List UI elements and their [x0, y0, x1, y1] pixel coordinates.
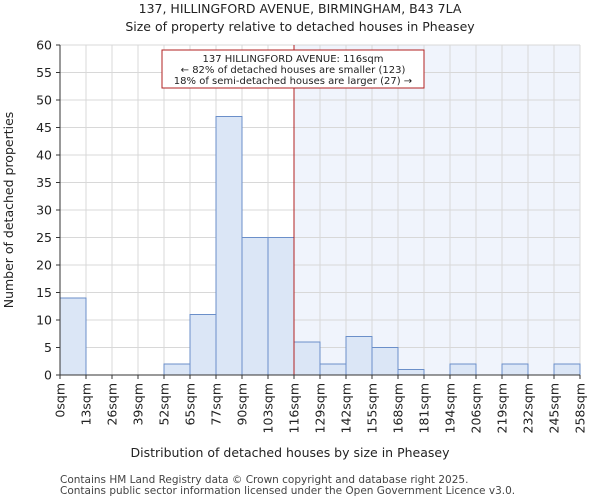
bar-103sqm: [267, 237, 295, 376]
annotation-line1: 137 HILLINGFORD AVENUE: 116sqm: [203, 54, 384, 65]
bar-219sqm: [501, 363, 529, 376]
y-tick-label: 35: [36, 175, 52, 190]
x-tick-label: 232sqm: [521, 383, 536, 433]
y-tick-label: 20: [36, 258, 52, 273]
bar-245sqm: [553, 363, 581, 376]
x-tick-label: 219sqm: [495, 383, 510, 433]
y-tick-label: 40: [36, 148, 52, 163]
x-tick-label: 0sqm: [53, 383, 68, 418]
annotation-box: 137 HILLINGFORD AVENUE: 116sqm ← 82% of …: [161, 49, 425, 89]
x-tick-label: 77sqm: [209, 383, 224, 426]
x-tick-label: 168sqm: [391, 383, 406, 433]
footer-line2: Contains public sector information licen…: [60, 485, 515, 497]
y-tick-label: 55: [36, 65, 52, 80]
x-tick-label: 258sqm: [573, 383, 588, 433]
x-tick-label: 245sqm: [547, 383, 562, 433]
bar-129sqm: [319, 363, 347, 376]
x-axis-label: Distribution of detached houses by size …: [131, 445, 451, 460]
x-tick-label: 65sqm: [183, 383, 198, 426]
y-tick-label: 5: [44, 340, 52, 355]
y-tick-label: 30: [36, 203, 52, 218]
x-tick-label: 26sqm: [105, 383, 120, 426]
bar-142sqm: [345, 336, 373, 376]
footer-line1: Contains HM Land Registry data © Crown c…: [60, 474, 468, 486]
y-tick-label: 10: [36, 313, 52, 328]
chart-subtitle: Size of property relative to detached ho…: [125, 19, 475, 34]
y-axis-label: Number of detached properties: [1, 112, 16, 309]
y-tick-label: 45: [36, 120, 52, 135]
y-tick-label: 50: [36, 93, 52, 108]
y-tick-label: 60: [36, 38, 52, 53]
annotation-line2: ← 82% of detached houses are smaller (12…: [181, 65, 406, 76]
bar-90sqm: [241, 237, 269, 376]
chart-title: 137, HILLINGFORD AVENUE, BIRMINGHAM, B43…: [139, 1, 462, 16]
x-tick-label: 103sqm: [261, 383, 276, 433]
bar-194sqm: [449, 363, 477, 376]
bar-65sqm: [189, 314, 217, 376]
x-tick-label: 116sqm: [287, 383, 302, 433]
x-tick-label: 129sqm: [313, 383, 328, 433]
annotation-line3: 18% of semi-detached houses are larger (…: [174, 76, 412, 87]
y-tick-label: 25: [36, 230, 52, 245]
x-tick-label: 194sqm: [443, 383, 458, 433]
bar-77sqm: [215, 116, 243, 376]
bar-0sqm: [59, 297, 87, 376]
bar-116sqm: [293, 341, 321, 376]
x-tick-label: 155sqm: [365, 383, 380, 433]
y-tick-label: 15: [36, 285, 52, 300]
bar-155sqm: [371, 347, 399, 376]
x-tick-label: 90sqm: [235, 383, 250, 426]
bar-168sqm: [397, 369, 425, 376]
x-tick-label: 206sqm: [469, 383, 484, 433]
bar-52sqm: [163, 363, 191, 376]
y-tick-label: 0: [44, 368, 52, 383]
x-tick-label: 181sqm: [417, 383, 432, 433]
x-tick-label: 39sqm: [131, 383, 146, 426]
x-tick-label: 142sqm: [339, 383, 354, 433]
x-tick-label: 13sqm: [79, 383, 94, 426]
x-tick-label: 52sqm: [157, 383, 172, 426]
